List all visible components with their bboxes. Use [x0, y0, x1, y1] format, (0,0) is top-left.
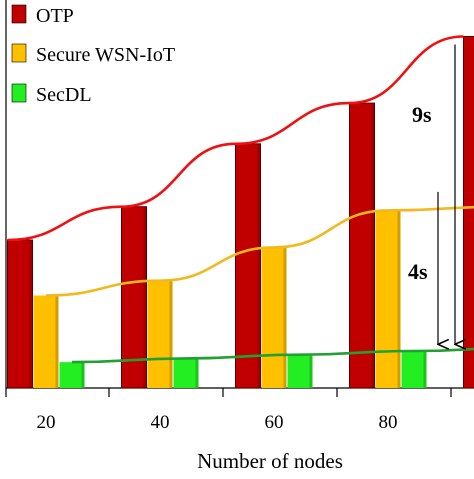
bar-secdl-20 — [60, 362, 85, 388]
legend-marker-secure-wsn-iot — [12, 44, 26, 62]
bar-shade-secdl-60 — [310, 355, 313, 388]
bar-shade-otp-60 — [258, 144, 261, 388]
bar-shade-secure-wsn-iot-60 — [284, 247, 287, 388]
bar-shade-otp-80 — [372, 103, 375, 388]
bar-shade-secure-wsn-iot-80 — [398, 210, 401, 388]
bar-otp-100 — [464, 37, 474, 389]
bar-secdl-40 — [174, 358, 199, 388]
bar-secdl-60 — [288, 355, 313, 388]
bar-shade-secdl-20 — [82, 362, 85, 388]
legend-label-secdl: SecDL — [36, 84, 92, 106]
bar-secure-wsn-iot-60 — [262, 247, 287, 388]
x-tick-label-20: 20 — [37, 412, 56, 433]
bar-shade-secdl-80 — [424, 351, 427, 388]
legend-label-otp: OTP — [36, 5, 74, 27]
legend-marker-otp — [12, 5, 26, 23]
x-axis-label: Number of nodes — [197, 449, 343, 473]
legend-label-secure-wsn-iot: Secure WSN-IoT — [36, 44, 175, 66]
bar-otp-80 — [350, 103, 375, 388]
bar-secure-wsn-iot-20 — [34, 296, 59, 389]
bar-otp-60 — [236, 144, 261, 388]
bar-shade-otp-40 — [144, 207, 147, 388]
bar-shade-secure-wsn-iot-20 — [56, 296, 59, 389]
bar-secure-wsn-iot-40 — [148, 281, 173, 388]
bar-shade-otp-20 — [30, 240, 33, 388]
annotation-9s: 9s — [412, 102, 432, 127]
bar-otp-20 — [8, 240, 33, 388]
bar-shade-secdl-40 — [196, 358, 199, 388]
x-tick-label-60: 60 — [265, 412, 284, 433]
bar-secure-wsn-iot-80 — [376, 210, 401, 388]
legend-marker-secdl — [12, 84, 26, 102]
bar-shade-secure-wsn-iot-40 — [170, 281, 173, 388]
x-tick-label-80: 80 — [379, 412, 398, 433]
bar-secdl-80 — [402, 351, 427, 388]
annotation-4s: 4s — [408, 259, 428, 284]
x-tick-label-40: 40 — [151, 412, 170, 433]
